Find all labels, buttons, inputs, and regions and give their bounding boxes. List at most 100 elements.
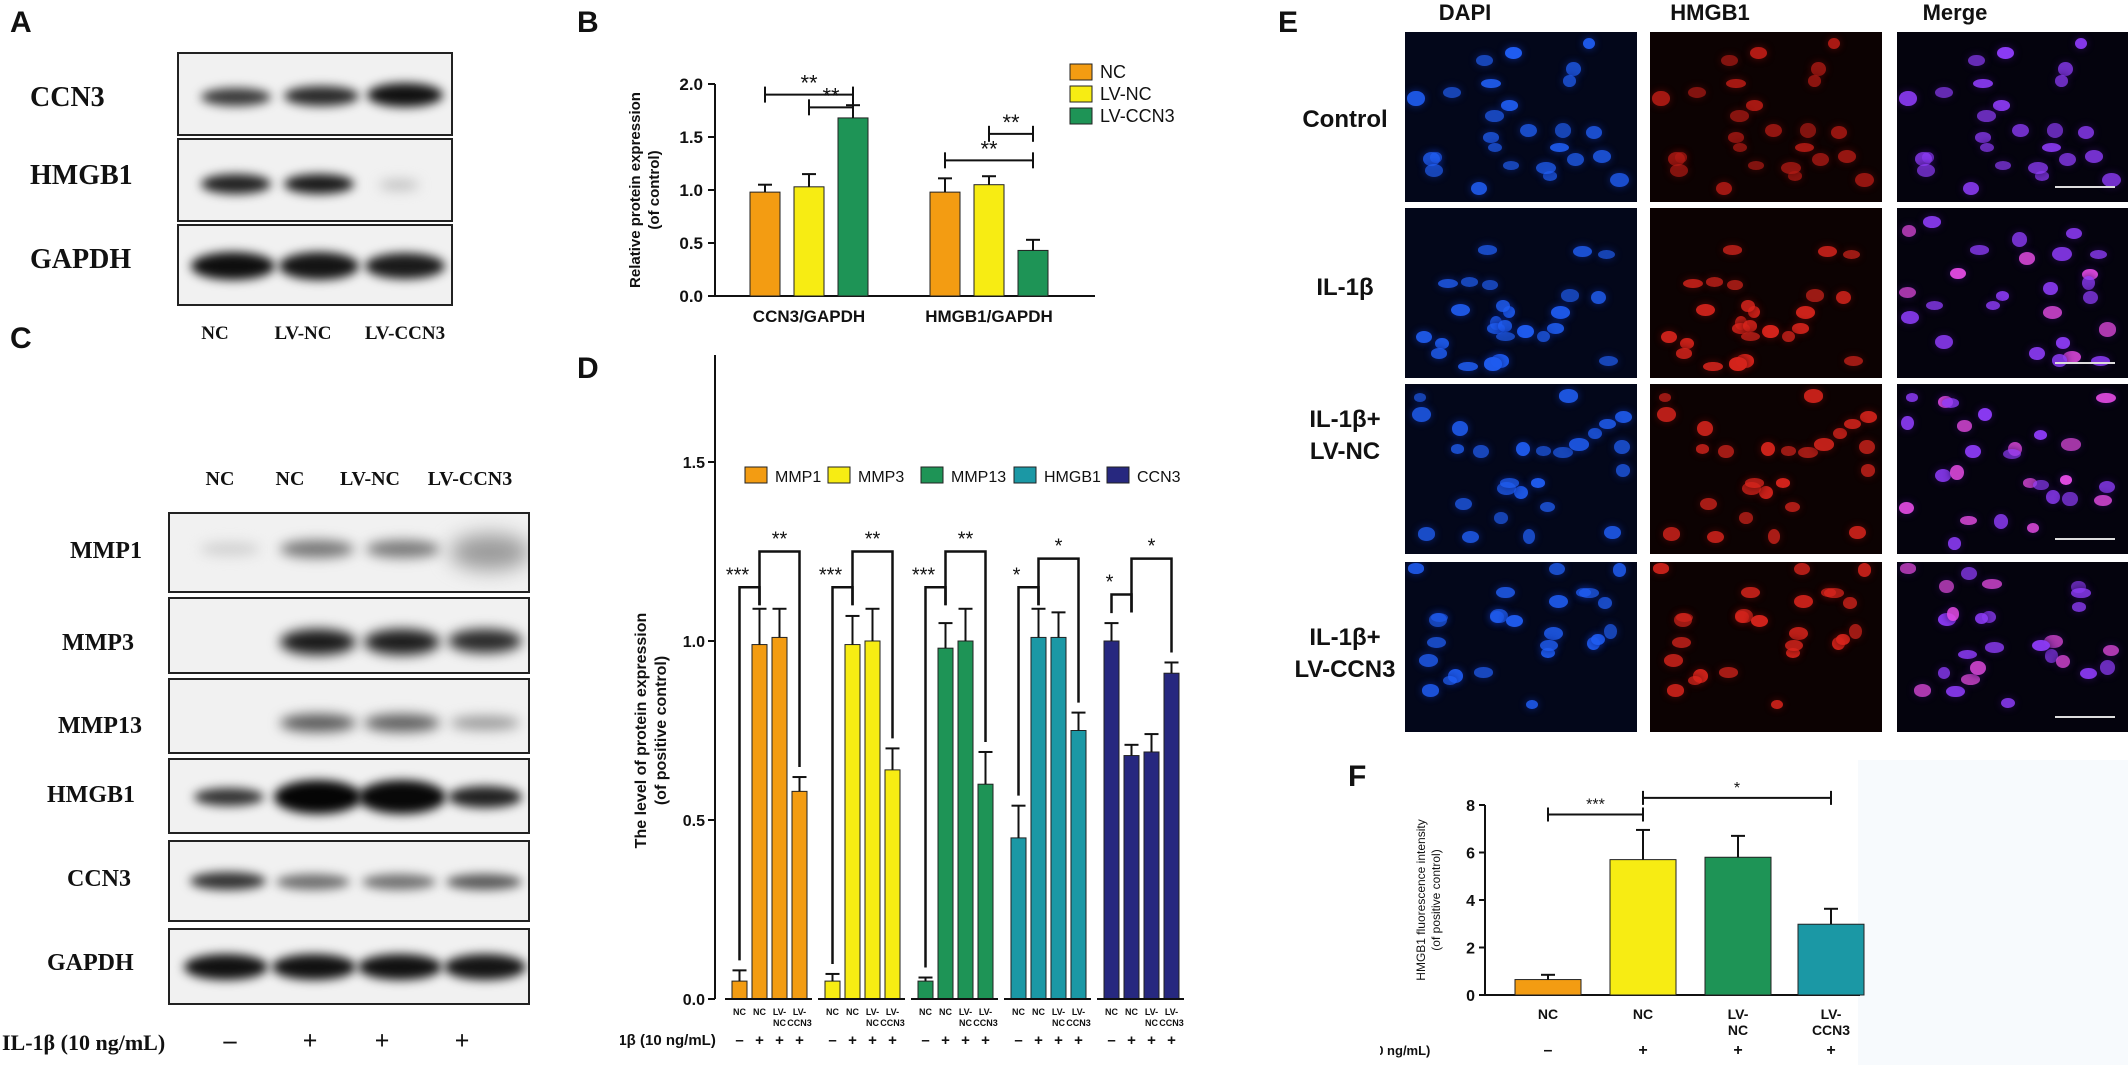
chart-b: 0.0 0.5 1.0 1.5 2.0 Relative protein expressi… bbox=[627, 62, 1175, 326]
chart-d-tick-3-2-1: NC bbox=[1052, 1018, 1065, 1028]
if-nucleus bbox=[1587, 427, 1602, 439]
if-nucleus bbox=[2028, 161, 2048, 174]
if-nucleus bbox=[1430, 348, 1448, 359]
if-nucleus bbox=[1728, 356, 1748, 371]
if-nucleus bbox=[2082, 290, 2099, 305]
if-tile-r3-c1 bbox=[1650, 562, 1882, 732]
if-nucleus bbox=[1942, 398, 1960, 408]
if-scale-bar bbox=[2055, 538, 2115, 540]
chart-d-tick-0-3-0: LV- bbox=[793, 1007, 806, 1017]
if-nucleus bbox=[1530, 478, 1546, 489]
if-row-control: Control bbox=[1270, 104, 1420, 136]
chart-b-ylabel-line2: (of control) bbox=[646, 150, 663, 229]
if-nucleus bbox=[1817, 245, 1837, 257]
chart-d-bar-0-0 bbox=[731, 980, 748, 1000]
if-nucleus bbox=[1741, 299, 1756, 313]
chart-f-bar-2 bbox=[1704, 856, 1772, 996]
if-tile-r3-c2 bbox=[1897, 562, 2128, 732]
chart-f-sig-label-1: * bbox=[1734, 780, 1740, 797]
if-nucleus bbox=[2096, 392, 2117, 404]
if-nucleus bbox=[1730, 110, 1750, 122]
if-nucleus bbox=[1835, 290, 1852, 305]
chart-f-ytick-label-4: 8 bbox=[1466, 798, 1475, 815]
chart-d-ytick-label-3: 1.5 bbox=[683, 455, 705, 472]
chart-d-tick-2-3-1: CCN3 bbox=[973, 1018, 998, 1028]
chart-b-ylabel: Relative protein expression (of control) bbox=[627, 92, 663, 288]
if-nucleus bbox=[1585, 126, 1603, 139]
if-nucleus bbox=[1960, 515, 1977, 526]
chart-d-tick-1-3-0: LV- bbox=[886, 1007, 899, 1017]
chart-d-sign-1-1: + bbox=[848, 1032, 857, 1049]
if-nucleus bbox=[1781, 445, 1796, 456]
if-nucleus bbox=[1671, 637, 1691, 649]
chart-f-ytick-label-2: 4 bbox=[1466, 893, 1475, 910]
chart-b-legend-swatch-2 bbox=[1069, 107, 1093, 125]
if-nucleus bbox=[1798, 446, 1818, 458]
chart-d-bracket-right-4 bbox=[1130, 557, 1173, 653]
panel-letter-b: B bbox=[577, 6, 599, 39]
chart-d-bracket-left-0 bbox=[738, 586, 761, 961]
if-nucleus bbox=[1968, 54, 1985, 66]
chart-d-tick-0-2-0: LV- bbox=[773, 1007, 786, 1017]
if-nucleus bbox=[1513, 485, 1528, 499]
panel-letter-d: D bbox=[577, 352, 599, 385]
if-nucleus bbox=[2059, 153, 2077, 167]
if-nucleus bbox=[1982, 579, 2002, 589]
chart-b-xlabel-1: HMGB1/GAPDH bbox=[925, 307, 1053, 326]
chart-d-tick-1-0-0: NC bbox=[826, 1007, 839, 1017]
if-nucleus bbox=[1675, 348, 1693, 359]
if-nucleus bbox=[1496, 586, 1515, 599]
if-nucleus bbox=[2034, 171, 2050, 181]
if-nucleus bbox=[1429, 612, 1447, 627]
chart-d-tick-4-3-1: CCN3 bbox=[1159, 1018, 1184, 1028]
if-nucleus bbox=[1972, 79, 1993, 89]
if-nucleus bbox=[1860, 411, 1878, 424]
if-nucleus bbox=[1407, 563, 1425, 574]
chart-d-tick-4-0-0: NC bbox=[1105, 1007, 1118, 1017]
if-nucleus bbox=[1661, 331, 1677, 344]
if-nucleus bbox=[1542, 171, 1558, 181]
if-nucleus bbox=[1960, 566, 1977, 580]
chart-f-sig-label-0: *** bbox=[1586, 797, 1605, 814]
blot-c-sign-2: + bbox=[302, 1026, 318, 1055]
if-nucleus bbox=[1413, 393, 1427, 403]
chart-d-sig-left-0: *** bbox=[726, 564, 750, 586]
if-nucleus bbox=[1494, 512, 1508, 524]
if-nucleus bbox=[1781, 331, 1795, 343]
if-nucleus bbox=[1417, 527, 1436, 541]
blot-c-lane-1: NC bbox=[205, 468, 235, 490]
if-nucleus bbox=[1791, 323, 1810, 334]
blot-c-sign-1: – bbox=[223, 1026, 237, 1055]
if-row-il1b-lvccn3: IL-1β+ LV-CCN3 bbox=[1270, 622, 1420, 686]
if-nucleus bbox=[1662, 527, 1681, 541]
if-nucleus bbox=[1663, 654, 1684, 668]
if-nucleus bbox=[1969, 245, 1989, 255]
if-nucleus bbox=[1418, 654, 1439, 668]
chart-b-sig-label-3: ** bbox=[1002, 110, 1020, 135]
if-nucleus bbox=[1994, 160, 2012, 170]
chart-d-legend-label-1: MMP3 bbox=[858, 469, 904, 486]
if-nucleus bbox=[2033, 479, 2049, 491]
if-nucleus bbox=[2102, 172, 2121, 187]
if-nucleus bbox=[1996, 291, 2010, 301]
chart-d-bracket-left-2 bbox=[924, 586, 947, 968]
chart-d-sig-left-3: * bbox=[1013, 564, 1021, 586]
if-tile-r1-c1 bbox=[1650, 208, 1882, 378]
if-nucleus bbox=[1480, 79, 1501, 89]
if-nucleus bbox=[1567, 153, 1585, 167]
chart-d-tick-4-2-1: NC bbox=[1145, 1018, 1158, 1028]
if-nucleus bbox=[1961, 674, 1981, 685]
if-nucleus bbox=[1741, 332, 1760, 342]
if-col-hmgb1: HMGB1 bbox=[1670, 0, 1750, 25]
blot-a-lane-lv-ccn3: LV-CCN3 bbox=[364, 323, 446, 344]
if-nucleus bbox=[1604, 525, 1622, 540]
if-nucleus bbox=[1901, 311, 1920, 325]
blot-c-ccn3 bbox=[168, 840, 530, 922]
if-nucleus bbox=[2103, 644, 2120, 657]
if-nucleus bbox=[1781, 161, 1801, 174]
blot-c-sign-4: + bbox=[454, 1026, 470, 1055]
chart-d-bar-0-1 bbox=[751, 644, 768, 1000]
if-nucleus bbox=[1473, 445, 1489, 459]
if-nucleus bbox=[1946, 607, 1960, 621]
if-nucleus bbox=[1824, 587, 1844, 598]
